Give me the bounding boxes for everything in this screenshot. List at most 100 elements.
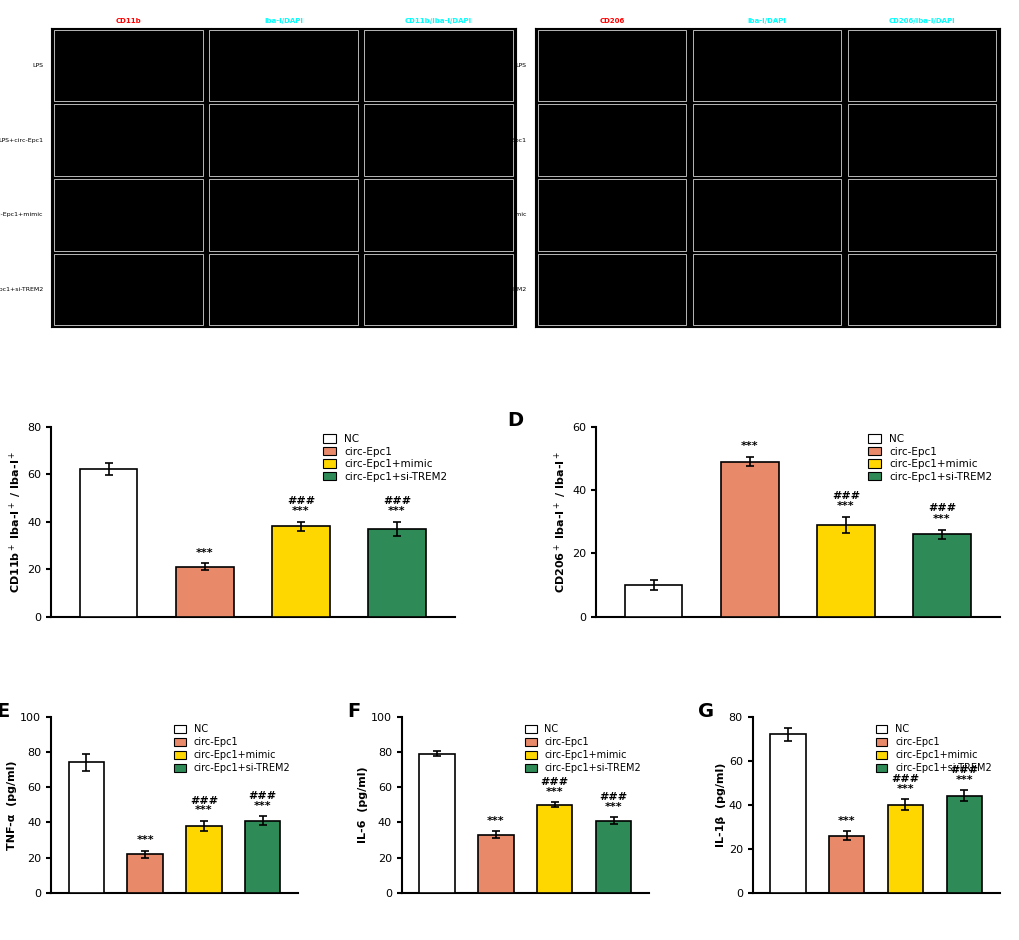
Bar: [847, 104, 996, 176]
Bar: [946, 796, 981, 893]
Text: ###: ###: [540, 777, 569, 787]
Bar: [692, 254, 841, 325]
Bar: [537, 104, 686, 176]
Bar: [364, 104, 513, 176]
Bar: [175, 567, 233, 617]
Text: CD11b: CD11b: [115, 19, 142, 24]
Text: LPS+circ-Epc1+mimic: LPS+circ-Epc1+mimic: [0, 212, 43, 217]
Text: LPS+circ-Epc1+mimic: LPS+circ-Epc1+mimic: [457, 212, 527, 217]
Text: ***: ***: [196, 548, 213, 557]
Y-axis label: IL-1β  (pg/ml): IL-1β (pg/ml): [715, 762, 726, 847]
Bar: [847, 179, 996, 251]
Bar: [272, 526, 329, 617]
Text: ***: ***: [137, 836, 154, 845]
Bar: [692, 104, 841, 176]
Legend: NC, circ-Epc1, circ-Epc1+mimic, circ-Epc1+si-TREM2: NC, circ-Epc1, circ-Epc1+mimic, circ-Epc…: [321, 431, 449, 484]
Bar: [209, 179, 358, 251]
Bar: [478, 835, 513, 893]
Bar: [595, 821, 631, 893]
Text: D: D: [506, 412, 523, 431]
Text: E: E: [0, 702, 10, 721]
Bar: [769, 734, 805, 893]
Text: ###: ###: [599, 792, 627, 802]
Text: M1: M1: [270, 0, 297, 2]
Text: ###: ###: [190, 795, 218, 806]
Bar: [537, 805, 572, 893]
Text: CD206/Iba-I/DAPI: CD206/Iba-I/DAPI: [888, 19, 955, 24]
Text: ***: ***: [837, 501, 854, 511]
Text: LPS: LPS: [33, 63, 43, 68]
Text: ###: ###: [286, 495, 315, 506]
Bar: [816, 525, 874, 617]
Bar: [54, 254, 203, 325]
Text: ***: ***: [604, 802, 622, 812]
Text: ###: ###: [382, 495, 411, 506]
Text: F: F: [347, 702, 361, 721]
Text: LPS+circ-Epc1+si-TREM2: LPS+circ-Epc1+si-TREM2: [448, 287, 527, 292]
Text: ***: ***: [896, 784, 913, 794]
Bar: [537, 30, 686, 102]
Bar: [692, 179, 841, 251]
Legend: NC, circ-Epc1, circ-Epc1+mimic, circ-Epc1+si-TREM2: NC, circ-Epc1, circ-Epc1+mimic, circ-Epc…: [865, 431, 994, 484]
Text: LPS: LPS: [516, 63, 527, 68]
Text: LPS+circ-Epc1: LPS+circ-Epc1: [481, 137, 527, 143]
Text: ***: ***: [195, 806, 213, 815]
Bar: [912, 534, 970, 617]
Y-axis label: IL-6  (pg/ml): IL-6 (pg/ml): [358, 766, 368, 843]
Bar: [54, 179, 203, 251]
Bar: [364, 179, 513, 251]
Bar: [625, 585, 682, 617]
Text: LPS+circ-Epc1+si-TREM2: LPS+circ-Epc1+si-TREM2: [0, 287, 43, 292]
Text: CD11b/Iba-I/DAPI: CD11b/Iba-I/DAPI: [405, 19, 472, 24]
Legend: NC, circ-Epc1, circ-Epc1+mimic, circ-Epc1+si-TREM2: NC, circ-Epc1, circ-Epc1+mimic, circ-Epc…: [171, 721, 292, 776]
Text: ###: ###: [249, 791, 276, 801]
Bar: [887, 805, 922, 893]
Text: LPS+circ-Epc1: LPS+circ-Epc1: [0, 137, 43, 143]
Bar: [847, 254, 996, 325]
Bar: [245, 821, 280, 893]
Bar: [209, 30, 358, 102]
Bar: [209, 254, 358, 325]
Bar: [419, 754, 454, 893]
Text: ***: ***: [545, 787, 562, 797]
Y-axis label: CD11b$^+$ Iba-I$^+$ / Iba-I$^+$: CD11b$^+$ Iba-I$^+$ / Iba-I$^+$: [8, 450, 24, 593]
Bar: [364, 30, 513, 102]
Text: ***: ***: [740, 441, 758, 451]
Text: ***: ***: [837, 816, 855, 826]
Text: ***: ***: [955, 776, 972, 785]
Text: ***: ***: [291, 506, 310, 516]
Bar: [537, 254, 686, 325]
Text: ***: ***: [487, 816, 504, 826]
Text: M2: M2: [753, 0, 780, 2]
Legend: NC, circ-Epc1, circ-Epc1+mimic, circ-Epc1+si-TREM2: NC, circ-Epc1, circ-Epc1+mimic, circ-Epc…: [872, 721, 994, 776]
Y-axis label: TNF-α  (pg/ml): TNF-α (pg/ml): [7, 760, 17, 850]
Text: ###: ###: [891, 775, 919, 784]
Bar: [209, 104, 358, 176]
Text: A: A: [23, 0, 38, 2]
Text: ***: ***: [254, 801, 271, 811]
Bar: [828, 836, 863, 893]
Text: G: G: [698, 702, 713, 721]
Bar: [54, 30, 203, 102]
Text: B: B: [506, 0, 521, 2]
Bar: [537, 179, 686, 251]
Text: Iba-I/DAPI: Iba-I/DAPI: [747, 19, 786, 24]
Bar: [79, 469, 138, 617]
Bar: [720, 462, 777, 617]
Text: ###: ###: [830, 491, 859, 501]
Bar: [692, 30, 841, 102]
Text: CD206: CD206: [599, 19, 624, 24]
Text: Iba-I/DAPI: Iba-I/DAPI: [264, 19, 303, 24]
Bar: [847, 30, 996, 102]
Bar: [54, 104, 203, 176]
Y-axis label: CD206$^+$ Iba-I$^+$ / Iba-I$^+$: CD206$^+$ Iba-I$^+$ / Iba-I$^+$: [552, 450, 569, 593]
Bar: [127, 854, 163, 893]
Bar: [368, 529, 425, 617]
Text: ###: ###: [950, 765, 977, 776]
Legend: NC, circ-Epc1, circ-Epc1+mimic, circ-Epc1+si-TREM2: NC, circ-Epc1, circ-Epc1+mimic, circ-Epc…: [522, 721, 643, 776]
Text: ***: ***: [388, 506, 406, 516]
Bar: [68, 762, 104, 893]
Bar: [186, 826, 221, 893]
Text: ***: ***: [932, 514, 950, 524]
Text: ###: ###: [927, 504, 955, 513]
